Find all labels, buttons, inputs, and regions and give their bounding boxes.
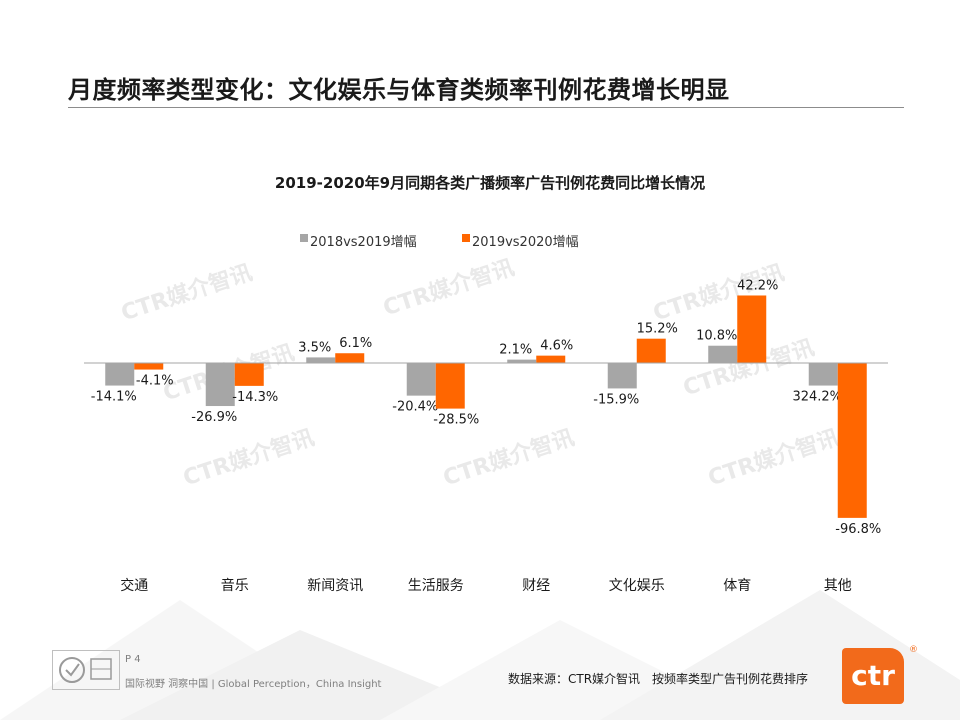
data-label-1-1: -14.1%	[91, 390, 137, 405]
data-label-1-8: 324.2%	[792, 390, 842, 405]
legend-label-2: 2019vs2020增幅	[472, 235, 579, 250]
data-label-2-4: -28.5%	[433, 413, 479, 428]
data-label-1-3: 3.5%	[298, 340, 331, 355]
data-label-1-4: -20.4%	[392, 400, 438, 415]
bar-1-6	[607, 363, 637, 389]
x-tick-label-3: 新闻资讯	[307, 578, 363, 594]
data-label-1-5: 2.1%	[499, 343, 532, 358]
bar-2-2	[234, 363, 264, 386]
data-label-2-3: 6.1%	[339, 336, 372, 351]
bar-2-3	[335, 353, 365, 363]
bar-2-6	[636, 338, 666, 363]
legend-swatch-2	[462, 234, 470, 242]
x-tick-label-4: 生活服务	[408, 578, 464, 594]
data-source: 数据来源：CTR媒介智讯 按频率类型广告刊例花费排序	[508, 672, 809, 686]
data-label-1-7: 10.8%	[696, 329, 737, 344]
x-tick-label-5: 财经	[522, 578, 550, 594]
bar-1-1	[105, 363, 135, 386]
bar-2-4	[435, 363, 465, 409]
ctr-logo: ctr	[842, 648, 904, 704]
bar-1-5	[507, 359, 537, 363]
data-label-2-1: -4.1%	[136, 374, 174, 389]
data-label-1-2: -26.9%	[191, 410, 237, 425]
page-title: 月度频率类型变化：文化娱乐与体育类频率刊例花费增长明显	[68, 76, 730, 104]
data-label-2-7: 42.2%	[737, 278, 778, 293]
title-divider	[68, 107, 904, 108]
bar-2-7	[737, 295, 767, 363]
bar-2-8	[837, 363, 867, 518]
bar-1-3	[306, 357, 336, 363]
chart-title: 2019-2020年9月同期各类广播频率广告刊例花费同比增长情况	[275, 174, 705, 192]
footer-tagline: 国际视野 洞察中国 | Global Perception，China Insi…	[125, 679, 382, 690]
data-label-2-5: 4.6%	[540, 339, 573, 354]
bar-1-8	[808, 363, 838, 386]
x-tick-label-7: 体育	[723, 578, 751, 594]
x-tick-label-2: 音乐	[221, 577, 249, 594]
bar-1-7	[708, 345, 738, 363]
x-tick-label-6: 文化娱乐	[609, 578, 665, 594]
certification-logo	[52, 650, 120, 690]
x-tick-label-8: 其他	[824, 578, 852, 594]
registered-mark-icon: ®	[909, 645, 918, 655]
data-label-2-2: -14.3%	[232, 390, 278, 405]
bar-1-2	[205, 363, 235, 407]
bar-chart: 2019-2020年9月同期各类广播频率广告刊例花费同比增长情况 2018vs20…	[84, 174, 888, 594]
data-label-2-6: 15.2%	[637, 322, 678, 337]
legend-swatch-1	[300, 234, 308, 242]
data-label-2-8: -96.8%	[835, 522, 881, 537]
bar-1-4	[406, 363, 436, 396]
bar-2-5	[536, 355, 566, 363]
data-label-1-6: -15.9%	[593, 392, 639, 407]
legend-label-1: 2018vs2019增幅	[310, 235, 417, 250]
page-number: P 4	[125, 654, 141, 665]
bar-2-1	[134, 363, 164, 370]
x-tick-label-1: 交通	[120, 577, 148, 594]
